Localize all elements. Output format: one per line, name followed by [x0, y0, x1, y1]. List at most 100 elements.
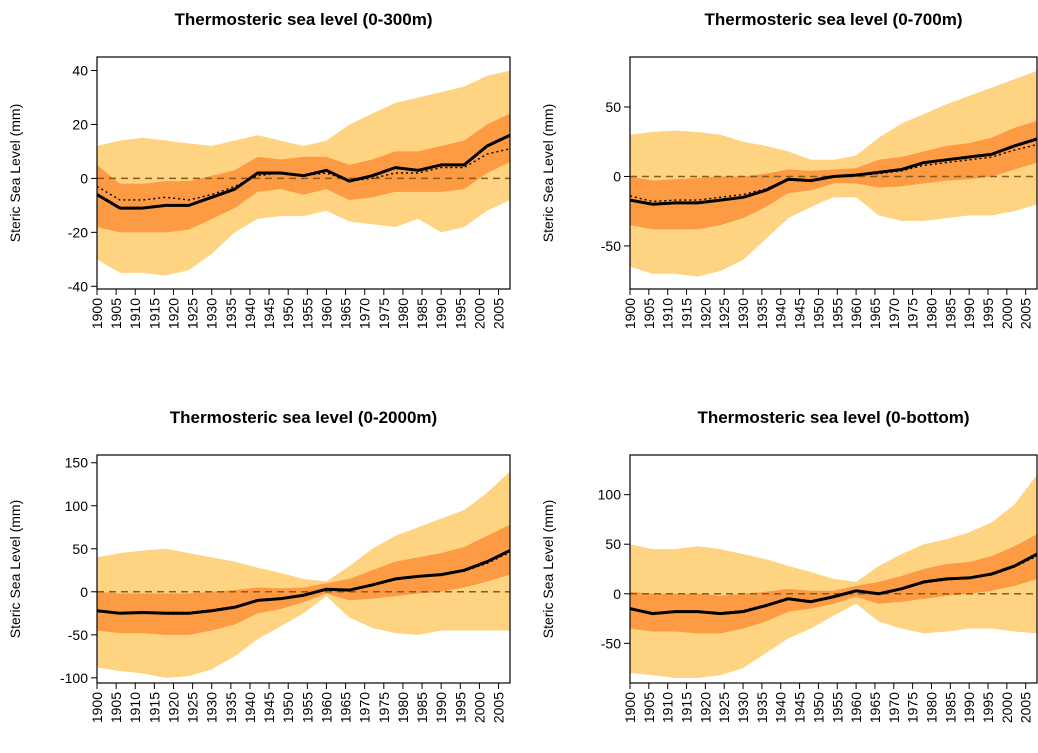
x-tick-label: 1900	[622, 298, 638, 329]
y-axis-label: Steric Sea Level (mm)	[540, 104, 556, 242]
x-tick-label: 1990	[433, 298, 449, 329]
x-tick-label: 2005	[491, 298, 507, 329]
uncertainty-band	[97, 524, 510, 635]
y-tick-label: 0	[80, 584, 88, 600]
x-tick-label: 2005	[1018, 692, 1034, 723]
x-tick-label: 1905	[641, 298, 657, 329]
x-tick-label: 1945	[261, 298, 277, 329]
y-tick-label: 50	[605, 99, 621, 115]
x-tick-label: 1900	[622, 692, 638, 723]
x-tick-label: 1955	[829, 692, 845, 723]
series-line	[96, 549, 511, 615]
y-axis-label: Steric Sea Level (mm)	[7, 104, 23, 242]
x-tick-label: 1935	[223, 692, 239, 723]
x-tick-label: 2000	[471, 298, 487, 329]
x-tick-label: 1920	[697, 692, 713, 723]
x-tick-label: 1940	[242, 692, 258, 723]
x-tick-label: 1960	[848, 298, 864, 329]
panel: Thermosteric sea level (0-700m) Steric Se…	[540, 10, 1038, 329]
x-tick-label: 1910	[660, 298, 676, 329]
x-tick-label: 1930	[735, 298, 751, 329]
panel-title: Thermosteric sea level (0-300m)	[175, 10, 433, 29]
x-tick-label: 1915	[146, 692, 162, 723]
x-tick-label: 1985	[942, 692, 958, 723]
x-tick-label: 1980	[395, 692, 411, 723]
y-tick-label: 50	[605, 536, 621, 552]
x-tick-label: 1935	[754, 692, 770, 723]
y-tick-label: 50	[72, 541, 88, 557]
x-tick-label: 1935	[223, 298, 239, 329]
y-axis-label: Steric Sea Level (mm)	[7, 500, 23, 638]
x-tick-label: 1940	[242, 298, 258, 329]
panel-title: Thermosteric sea level (0-bottom)	[697, 408, 969, 427]
x-tick-label: 1965	[338, 298, 354, 329]
plot-box	[96, 454, 511, 684]
x-tick-label: 1985	[414, 298, 430, 329]
x-tick-label: 1955	[299, 298, 315, 329]
x-tick-label: 2000	[999, 298, 1015, 329]
x-tick-label: 1990	[433, 692, 449, 723]
x-tick-label: 1945	[261, 692, 277, 723]
y-tick-label: 0	[80, 170, 88, 186]
x-tick-label: 1970	[886, 298, 902, 329]
panel: Thermosteric sea level (0-300m) Steric Se…	[7, 10, 511, 329]
plot-box	[96, 56, 511, 290]
y-axis-label: Steric Sea Level (mm)	[540, 500, 556, 638]
x-tick-label: 1910	[127, 298, 143, 329]
series-line	[629, 555, 1038, 614]
x-tick-label: 1910	[660, 692, 676, 723]
x-tick-label: 1995	[980, 298, 996, 329]
panel: Thermosteric sea level (0-2000m) Steric S…	[7, 408, 511, 723]
x-tick-label: 1955	[299, 692, 315, 723]
x-tick-label: 2005	[491, 692, 507, 723]
y-tick-label: 100	[598, 487, 622, 503]
x-tick-label: 1970	[357, 692, 373, 723]
x-tick-label: 1910	[127, 692, 143, 723]
x-tick-label: 1940	[773, 298, 789, 329]
x-tick-label: 1930	[735, 692, 751, 723]
y-tick-label: 0	[613, 168, 621, 184]
x-tick-label: 1960	[318, 298, 334, 329]
x-tick-label: 1935	[754, 298, 770, 329]
x-tick-label: 1970	[357, 298, 373, 329]
x-tick-label: 1980	[923, 692, 939, 723]
series-line	[96, 148, 511, 201]
x-tick-label: 1925	[716, 692, 732, 723]
x-tick-label: 1950	[280, 692, 296, 723]
x-tick-label: 1925	[716, 298, 732, 329]
x-tick-label: 1920	[165, 692, 181, 723]
x-tick-label: 1920	[165, 298, 181, 329]
x-tick-label: 1965	[338, 692, 354, 723]
x-tick-label: 1975	[905, 298, 921, 329]
x-tick-label: 1975	[376, 298, 392, 329]
plot-box	[629, 454, 1038, 684]
x-tick-label: 1990	[961, 692, 977, 723]
x-tick-label: 1915	[146, 298, 162, 329]
y-tick-label: -50	[68, 627, 88, 643]
panel-title: Thermosteric sea level (0-2000m)	[170, 408, 437, 427]
x-tick-label: 2005	[1018, 298, 1034, 329]
x-tick-label: 1925	[185, 298, 201, 329]
x-tick-label: 1995	[452, 298, 468, 329]
x-tick-label: 1905	[641, 692, 657, 723]
x-tick-label: 1950	[280, 298, 296, 329]
y-tick-label: -100	[60, 670, 88, 686]
x-tick-label: 1955	[829, 298, 845, 329]
x-tick-label: 1995	[980, 692, 996, 723]
x-tick-label: 1970	[886, 692, 902, 723]
y-tick-label: -50	[601, 635, 621, 651]
x-tick-label: 1915	[679, 298, 695, 329]
series-line	[629, 137, 1038, 206]
x-tick-label: 1945	[792, 692, 808, 723]
y-tick-label: -20	[68, 224, 88, 240]
x-tick-label: 1985	[942, 298, 958, 329]
x-tick-label: 1930	[204, 692, 220, 723]
x-tick-label: 2000	[999, 692, 1015, 723]
x-tick-label: 1945	[792, 298, 808, 329]
x-tick-label: 1960	[848, 692, 864, 723]
x-tick-label: 1940	[773, 692, 789, 723]
x-tick-label: 1990	[961, 298, 977, 329]
panel: Thermosteric sea level (0-bottom) Steric …	[540, 408, 1038, 723]
y-tick-label: 150	[65, 455, 89, 471]
